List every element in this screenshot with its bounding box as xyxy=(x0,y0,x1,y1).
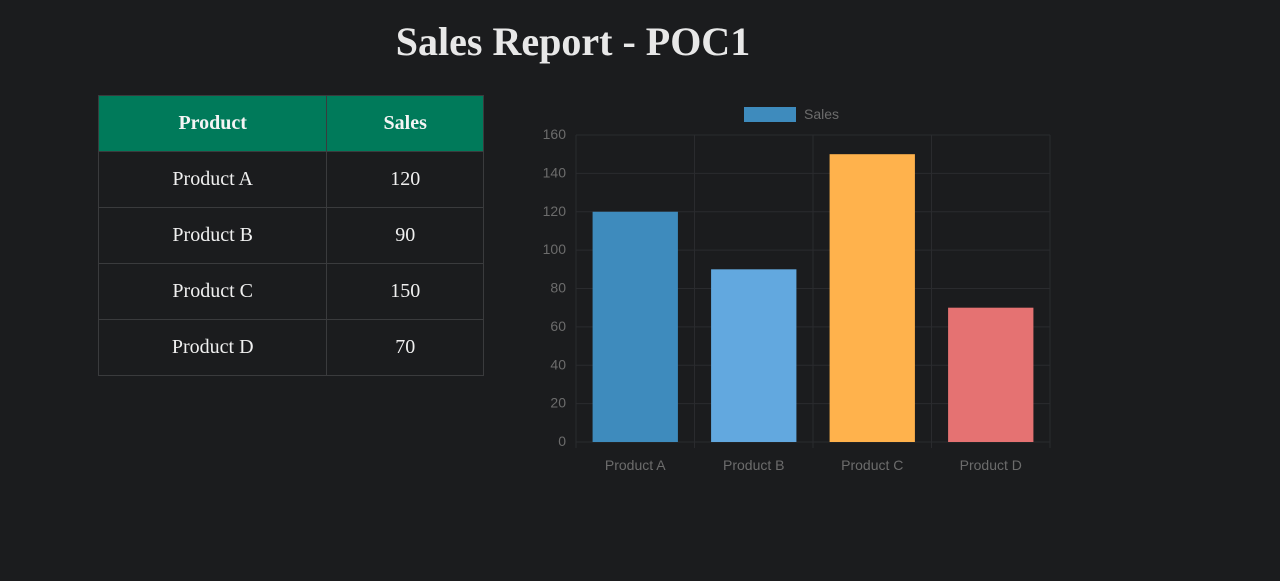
sales-bar-chart: 0 20 40 60 80 100 120 140 160 Product A Product B P… xyxy=(543,106,1051,473)
x-tick-label: Product C xyxy=(841,457,903,473)
sales-table: Product Sales Product A 120 Product B 90… xyxy=(97,95,484,376)
table-header-row: Product Sales xyxy=(97,95,484,152)
table-row: Product D 70 xyxy=(97,319,484,376)
x-tick-label: Product D xyxy=(960,457,1022,473)
bar xyxy=(948,307,1034,442)
y-tick-label: 0 xyxy=(558,433,566,449)
y-tick-label: 160 xyxy=(543,126,567,142)
table-row: Product A 120 xyxy=(97,151,484,208)
legend-label: Sales xyxy=(804,106,839,122)
cell-sales: 90 xyxy=(326,207,484,264)
y-tick-label: 120 xyxy=(543,203,567,219)
cell-product: Product B xyxy=(97,207,328,264)
y-tick-label: 100 xyxy=(543,241,567,257)
table-row: Product B 90 xyxy=(97,207,484,264)
legend-swatch xyxy=(744,107,796,122)
bar xyxy=(711,269,797,442)
y-tick-label: 20 xyxy=(550,395,566,411)
y-tick-label: 80 xyxy=(550,280,566,296)
bar xyxy=(829,154,915,442)
y-tick-label: 60 xyxy=(550,318,566,334)
cell-sales: 150 xyxy=(326,263,484,320)
cell-sales: 120 xyxy=(326,151,484,208)
cell-product: Product A xyxy=(97,151,328,208)
page-title: Sales Report - POC1 xyxy=(395,19,751,64)
cell-product: Product D xyxy=(97,319,328,376)
x-tick-label: Product B xyxy=(723,457,784,473)
header-sales: Sales xyxy=(326,95,484,152)
y-tick-label: 40 xyxy=(550,356,566,372)
cell-product: Product C xyxy=(97,263,328,320)
table-row: Product C 150 xyxy=(97,263,484,320)
x-tick-label: Product A xyxy=(605,457,666,473)
bar xyxy=(592,211,678,442)
cell-sales: 70 xyxy=(326,319,484,376)
y-tick-label: 140 xyxy=(543,164,567,180)
header-product: Product xyxy=(97,95,328,152)
